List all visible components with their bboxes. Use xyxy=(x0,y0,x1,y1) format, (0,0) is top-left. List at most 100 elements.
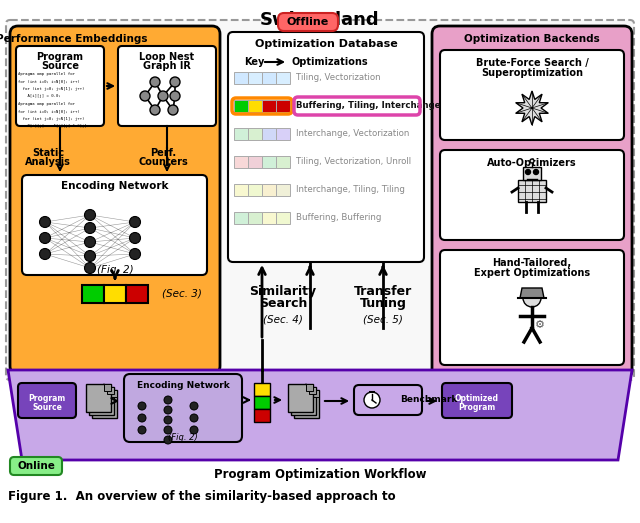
Text: Hand-Tailored,: Hand-Tailored, xyxy=(492,258,572,268)
Text: Tiling, Vectorization: Tiling, Vectorization xyxy=(296,74,381,83)
Text: Brute-Force Search /: Brute-Force Search / xyxy=(476,58,588,68)
Text: (Fig. 2): (Fig. 2) xyxy=(97,265,133,275)
Text: Switzerland: Switzerland xyxy=(260,11,380,29)
Circle shape xyxy=(164,406,172,414)
Text: Figure 1.  An overview of the similarity-based approach to: Figure 1. An overview of the similarity-… xyxy=(8,490,396,503)
Text: Counters: Counters xyxy=(138,157,188,167)
Circle shape xyxy=(138,414,146,422)
Text: for (int i=0; i<N[0]; i++): for (int i=0; i<N[0]; i++) xyxy=(18,109,80,113)
Bar xyxy=(104,384,111,391)
Circle shape xyxy=(190,426,198,434)
Bar xyxy=(248,212,262,224)
FancyBboxPatch shape xyxy=(354,385,422,415)
FancyBboxPatch shape xyxy=(440,50,624,140)
Bar xyxy=(248,128,262,140)
Text: Interchange, Tiling, Tiling: Interchange, Tiling, Tiling xyxy=(296,186,405,195)
FancyBboxPatch shape xyxy=(440,250,624,365)
Circle shape xyxy=(40,233,51,244)
Text: Buffering, Buffering: Buffering, Buffering xyxy=(296,213,381,222)
Bar xyxy=(248,72,262,84)
Bar xyxy=(234,184,248,196)
Polygon shape xyxy=(516,91,548,125)
Circle shape xyxy=(84,263,95,274)
Circle shape xyxy=(129,233,141,244)
Bar xyxy=(262,212,276,224)
Bar xyxy=(312,390,319,397)
Bar xyxy=(234,100,248,112)
Bar xyxy=(276,212,290,224)
Bar xyxy=(276,72,290,84)
Circle shape xyxy=(190,402,198,410)
Text: Analysis: Analysis xyxy=(25,157,71,167)
Text: Offline: Offline xyxy=(287,17,329,27)
Text: for (int j=0; j<N[1]; j++): for (int j=0; j<N[1]; j++) xyxy=(18,117,84,121)
Bar xyxy=(306,384,313,391)
Bar xyxy=(309,387,316,394)
Text: #pragma omp parallel for: #pragma omp parallel for xyxy=(18,72,75,76)
Bar xyxy=(92,390,117,418)
Text: Auto-Optimizers: Auto-Optimizers xyxy=(487,158,577,168)
Text: (Sec. 3): (Sec. 3) xyxy=(162,289,202,299)
Bar xyxy=(262,156,276,168)
Polygon shape xyxy=(520,288,544,298)
Text: Program: Program xyxy=(458,403,495,412)
Circle shape xyxy=(534,169,538,175)
Text: Program: Program xyxy=(28,394,66,403)
Text: for (int j=0; j<N[1]; j++): for (int j=0; j<N[1]; j++) xyxy=(18,87,84,91)
Bar xyxy=(291,387,316,415)
Text: Interchange, Vectorization: Interchange, Vectorization xyxy=(296,130,410,139)
Bar xyxy=(262,184,276,196)
Circle shape xyxy=(150,105,160,115)
Bar xyxy=(234,72,248,84)
Bar xyxy=(276,184,290,196)
Text: Superoptimization: Superoptimization xyxy=(481,68,583,78)
Bar xyxy=(234,128,248,140)
Bar xyxy=(234,212,248,224)
Bar xyxy=(248,100,262,112)
Circle shape xyxy=(164,396,172,404)
Text: (Sec. 4): (Sec. 4) xyxy=(263,314,303,324)
Circle shape xyxy=(364,392,380,408)
Text: Benchmark: Benchmark xyxy=(400,395,458,404)
FancyBboxPatch shape xyxy=(10,26,220,374)
Text: Source: Source xyxy=(41,61,79,71)
FancyBboxPatch shape xyxy=(22,175,207,275)
FancyBboxPatch shape xyxy=(228,32,424,262)
Circle shape xyxy=(525,169,531,175)
Polygon shape xyxy=(8,370,632,460)
Text: Program: Program xyxy=(36,52,83,62)
Circle shape xyxy=(129,217,141,228)
Text: Optimizations: Optimizations xyxy=(292,57,369,67)
Bar xyxy=(276,156,290,168)
Circle shape xyxy=(170,77,180,87)
Bar xyxy=(82,285,104,303)
Bar xyxy=(89,387,114,415)
Circle shape xyxy=(40,217,51,228)
Circle shape xyxy=(170,91,180,101)
Circle shape xyxy=(84,210,95,221)
Bar xyxy=(254,396,270,409)
Circle shape xyxy=(84,251,95,262)
Text: Similarity: Similarity xyxy=(250,285,317,298)
Bar xyxy=(294,390,319,418)
Bar xyxy=(518,180,546,202)
Circle shape xyxy=(84,236,95,247)
Text: B[i][j] += A[i][j] * C[j];: B[i][j] += A[i][j] * C[j]; xyxy=(18,124,89,129)
FancyBboxPatch shape xyxy=(440,150,624,240)
Circle shape xyxy=(530,159,534,163)
Text: Optimization Backends: Optimization Backends xyxy=(464,34,600,44)
Bar xyxy=(126,285,148,303)
Circle shape xyxy=(523,289,541,307)
Text: Key: Key xyxy=(244,57,264,67)
Bar xyxy=(86,384,111,412)
Circle shape xyxy=(164,416,172,424)
Text: (Sec. 5): (Sec. 5) xyxy=(363,314,403,324)
Bar xyxy=(262,100,276,112)
Bar xyxy=(276,100,290,112)
Text: ⚙: ⚙ xyxy=(535,320,545,330)
Circle shape xyxy=(158,91,168,101)
Bar xyxy=(523,167,541,180)
Text: Encoding Network: Encoding Network xyxy=(136,381,229,390)
Bar xyxy=(254,383,270,396)
Text: Transfer: Transfer xyxy=(354,285,412,298)
